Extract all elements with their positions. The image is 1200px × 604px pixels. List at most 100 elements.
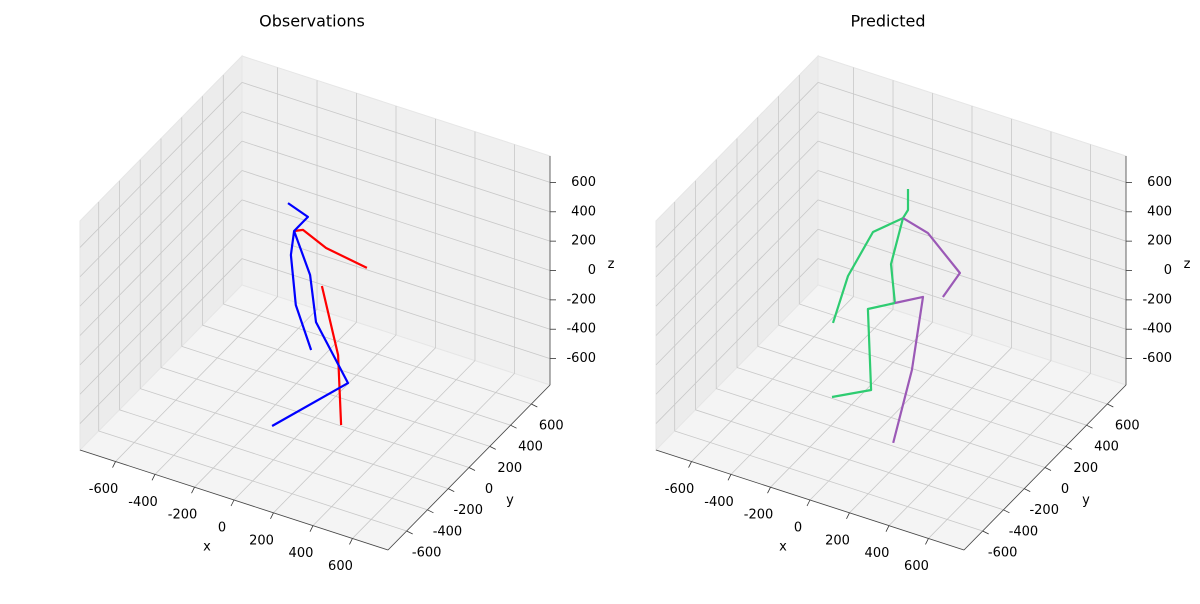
y-axis-label: y (1082, 493, 1090, 508)
z-tick-label: -400 (566, 322, 596, 337)
skeleton-line (271, 230, 350, 427)
grid-line (736, 367, 1046, 468)
y-tick-label: -600 (412, 545, 442, 560)
grid-line (817, 199, 1127, 301)
x-tick-label: 200 (249, 533, 274, 548)
x-tick-label: 600 (328, 559, 353, 574)
z-tick-label: -600 (566, 351, 596, 366)
y-tick-label: -400 (433, 524, 463, 539)
grid-line (799, 303, 1108, 405)
z-tick-label: -200 (566, 292, 596, 307)
grid-line (817, 228, 1127, 330)
skeleton-line (320, 285, 343, 426)
y-tick-label: 400 (1094, 440, 1119, 455)
axis-line (963, 384, 1127, 551)
x-tick-label: -200 (744, 508, 774, 523)
grid-line (79, 199, 243, 366)
grid-line (757, 345, 1066, 447)
grid-line (241, 199, 551, 301)
grid-line (79, 111, 243, 278)
z-tick-label: 600 (1147, 175, 1172, 190)
skeleton-line (831, 217, 905, 399)
tick-mark (1024, 488, 1031, 493)
tick-mark (1107, 403, 1114, 408)
tick-mark (1065, 445, 1072, 450)
grid-line (655, 170, 819, 336)
grid-line (79, 228, 243, 395)
x-tick-label: 0 (218, 521, 226, 536)
grid-line (202, 324, 511, 426)
z-tick-label: 0 (1164, 263, 1172, 278)
grid-line (79, 170, 243, 336)
grid-line (655, 140, 819, 307)
tick-mark (489, 445, 496, 450)
grid-line (98, 430, 407, 532)
grid-line (79, 140, 243, 307)
grid-line (223, 303, 532, 405)
grid-line (181, 345, 490, 447)
grid-line (79, 82, 243, 248)
tick-mark (1044, 467, 1052, 471)
tick-mark (688, 461, 692, 468)
x-axis-label: x (779, 540, 787, 555)
x-tick-label: -400 (128, 495, 158, 510)
grid-line (674, 430, 983, 532)
y-tick-label: -600 (988, 545, 1018, 560)
skeleton-line (293, 228, 368, 269)
z-tick-label: 400 (1147, 204, 1172, 219)
skeleton-line (902, 217, 962, 298)
x-tick-label: -600 (665, 482, 695, 497)
y-tick-label: -200 (1029, 503, 1059, 518)
grid-line (241, 111, 551, 213)
tick-mark (846, 512, 850, 519)
z-tick-label: -600 (1142, 351, 1172, 366)
axis-line (655, 449, 965, 551)
grid-line (79, 258, 243, 424)
z-tick-label: -200 (1142, 292, 1172, 307)
grid-line (817, 140, 1127, 242)
y-axis-label: y (506, 493, 514, 508)
x-axis-label: x (203, 540, 211, 555)
chart-title: Predicted (850, 12, 925, 31)
x-tick-label: 400 (289, 546, 314, 561)
grid-line (655, 111, 819, 278)
tick-mark (510, 424, 517, 429)
y-tick-label: 0 (1061, 482, 1069, 497)
tick-mark (806, 499, 811, 507)
x-tick-label: -200 (168, 508, 198, 523)
grid-line (817, 111, 1127, 213)
grid-line (817, 258, 1127, 359)
tick-mark (982, 530, 989, 535)
chart-title: Observations (259, 12, 365, 31)
tick-mark (427, 509, 434, 514)
grid-line (655, 228, 819, 395)
y-tick-label: 0 (485, 482, 493, 497)
y-tick-label: 400 (518, 440, 543, 455)
y-tick-label: 600 (1115, 419, 1140, 434)
axis-line (79, 449, 389, 551)
grid-line (119, 409, 428, 511)
y-tick-label: -200 (453, 503, 483, 518)
tick-mark (1003, 509, 1010, 514)
grid-line (241, 82, 551, 183)
subplot: -600-400-2000200400600-600-400-200020040… (79, 12, 615, 574)
tick-mark (270, 512, 274, 519)
tick-mark (885, 525, 890, 532)
x-tick-label: -600 (89, 482, 119, 497)
grid-line (241, 140, 551, 242)
skeleton-line (831, 189, 910, 324)
z-tick-label: 200 (1147, 234, 1172, 249)
z-tick-label: 0 (588, 263, 596, 278)
tick-mark (767, 487, 771, 494)
tick-mark (349, 538, 353, 545)
x-tick-label: -400 (704, 495, 734, 510)
z-tick-label: -400 (1142, 322, 1172, 337)
tick-mark (151, 474, 156, 481)
tick-mark (468, 467, 476, 471)
grid-line (716, 388, 1025, 490)
grid-line (655, 258, 819, 424)
tick-mark (727, 474, 732, 481)
tick-mark (1086, 424, 1093, 429)
z-axis-label: z (608, 257, 615, 272)
tick-mark (230, 499, 235, 507)
